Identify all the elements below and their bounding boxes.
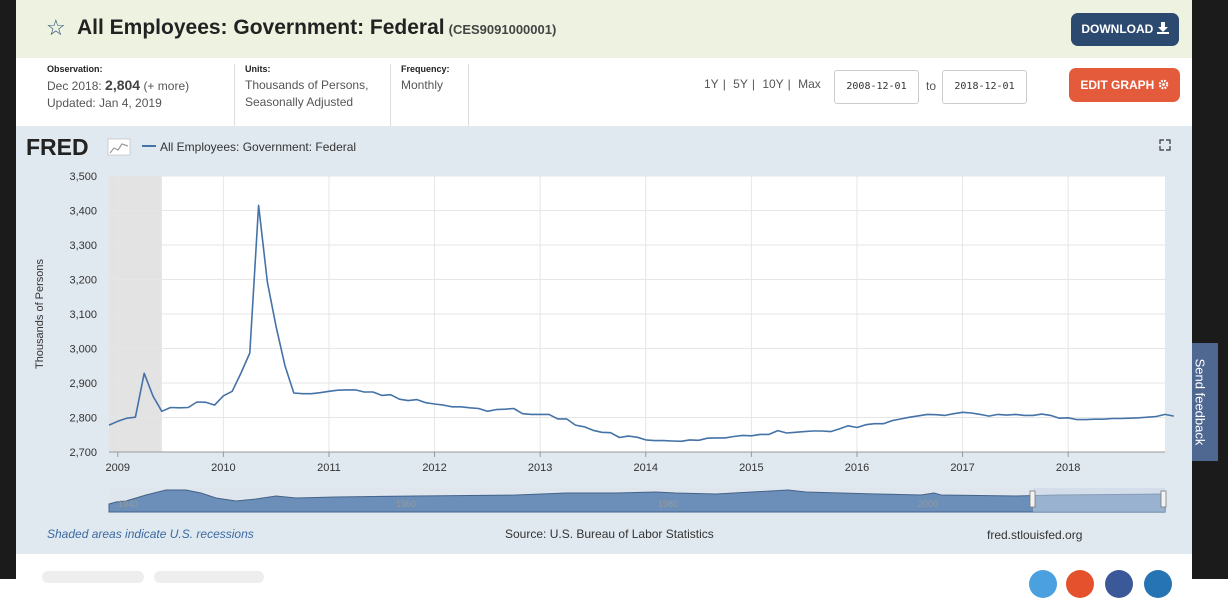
- end-date-input[interactable]: 2018-12-01: [942, 70, 1027, 104]
- y-tick-label: 3,400: [69, 206, 97, 218]
- range-max[interactable]: Max: [798, 77, 821, 91]
- frequency-block: Frequency: Monthly: [401, 64, 450, 92]
- svg-text:1980: 1980: [658, 499, 678, 509]
- x-tick-label: 2011: [317, 462, 341, 474]
- updated-date: Updated: Jan 4, 2019: [47, 96, 162, 110]
- download-icon: [1156, 22, 1169, 34]
- gear-icon: [1158, 79, 1168, 90]
- svg-text:1940: 1940: [118, 499, 138, 509]
- observation-more-link[interactable]: (+ more): [143, 79, 190, 93]
- x-tick-label: 2015: [739, 462, 763, 474]
- linkedin-icon[interactable]: [1144, 570, 1172, 598]
- svg-text:1960: 1960: [396, 499, 416, 509]
- background-right: [1192, 0, 1228, 579]
- background-left: [0, 0, 16, 579]
- y-tick-label: 3,300: [69, 240, 97, 252]
- fullscreen-icon[interactable]: [1159, 139, 1171, 151]
- page-title: All Employees: Government: Federal (CES90…: [77, 16, 557, 39]
- x-tick-label: 2010: [211, 462, 235, 474]
- x-tick-label: 2014: [634, 462, 658, 474]
- start-date-input[interactable]: 2008-12-01: [834, 70, 919, 104]
- y-tick-label: 2,800: [69, 413, 97, 425]
- series-header: ☆ All Employees: Government: Federal (CES…: [16, 0, 1192, 58]
- y-tick-label: 3,100: [69, 309, 97, 321]
- download-button[interactable]: DOWNLOAD: [1071, 13, 1179, 46]
- range-5y[interactable]: 5Y: [733, 77, 748, 91]
- x-tick-label: 2009: [106, 462, 130, 474]
- x-tick-label: 2018: [1056, 462, 1080, 474]
- source-label: Source: U.S. Bureau of Labor Statistics: [505, 527, 714, 541]
- y-axis-label: Thousands of Persons: [34, 258, 46, 369]
- y-tick-label: 2,700: [69, 447, 97, 459]
- y-tick-label: 2,900: [69, 378, 97, 390]
- navigator-left-handle[interactable]: [1029, 490, 1036, 508]
- y-tick-label: 3,500: [69, 171, 97, 183]
- y-tick-label: 3,000: [69, 344, 97, 356]
- series-id: (CES9091000001): [448, 22, 557, 37]
- edit-graph-button[interactable]: EDIT GRAPH: [1069, 68, 1180, 102]
- facebook-icon[interactable]: [1105, 570, 1133, 598]
- svg-text:2000: 2000: [918, 499, 938, 509]
- site-link[interactable]: fred.stlouisfed.org: [987, 528, 1082, 542]
- to-label: to: [926, 79, 937, 93]
- x-tick-label: 2016: [845, 462, 869, 474]
- range-selector: 1Y | 5Y | 10Y | Max: [704, 77, 821, 91]
- x-tick-label: 2017: [950, 462, 974, 474]
- twitter-icon[interactable]: [1029, 570, 1057, 598]
- reddit-icon[interactable]: [1066, 570, 1094, 598]
- observation-block: Observation: Dec 2018: 2,804 (+ more) Up…: [47, 64, 190, 110]
- navigator-right-handle[interactable]: [1160, 490, 1167, 508]
- range-10y[interactable]: 10Y: [762, 77, 784, 91]
- fred-logo-icon: [107, 138, 131, 156]
- observation-value: 2,804: [105, 77, 141, 93]
- navigator[interactable]: 1940 1960 1980 2000: [108, 488, 1167, 513]
- x-tick-label: 2012: [422, 462, 446, 474]
- legend-label: All Employees: Government: Federal: [160, 140, 356, 154]
- units-block: Units: Thousands of Persons, Seasonally …: [245, 64, 369, 109]
- star-icon[interactable]: ☆: [46, 15, 66, 40]
- chart-panel: FRED All Employees: Government: Federal …: [16, 126, 1192, 554]
- send-feedback-label[interactable]: Send feedback: [1192, 358, 1208, 446]
- range-1y[interactable]: 1Y: [704, 77, 719, 91]
- series-line: [108, 204, 1174, 443]
- fred-graph-frame: ☆ All Employees: Government: Federal (CES…: [16, 0, 1192, 598]
- x-tick-label: 2013: [528, 462, 552, 474]
- fred-logo[interactable]: FRED: [26, 134, 89, 160]
- recession-note-link[interactable]: Shaded areas indicate U.S. recessions: [47, 527, 254, 541]
- bottom-tab-1[interactable]: [42, 571, 144, 583]
- chart-svg: FRED All Employees: Government: Federal …: [26, 134, 1174, 542]
- y-tick-label: 3,200: [69, 275, 97, 287]
- bottom-tab-2[interactable]: [154, 571, 264, 583]
